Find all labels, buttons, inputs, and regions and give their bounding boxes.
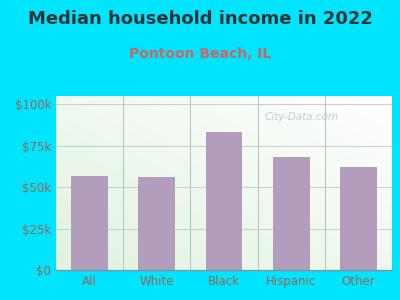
Text: Pontoon Beach, IL: Pontoon Beach, IL — [129, 46, 271, 61]
Bar — [71, 176, 108, 270]
Text: Median household income in 2022: Median household income in 2022 — [28, 11, 372, 28]
Bar — [206, 133, 242, 270]
Text: City-Data.com: City-Data.com — [264, 112, 338, 122]
Bar — [138, 177, 175, 270]
Bar — [273, 157, 310, 270]
Bar — [340, 167, 377, 270]
